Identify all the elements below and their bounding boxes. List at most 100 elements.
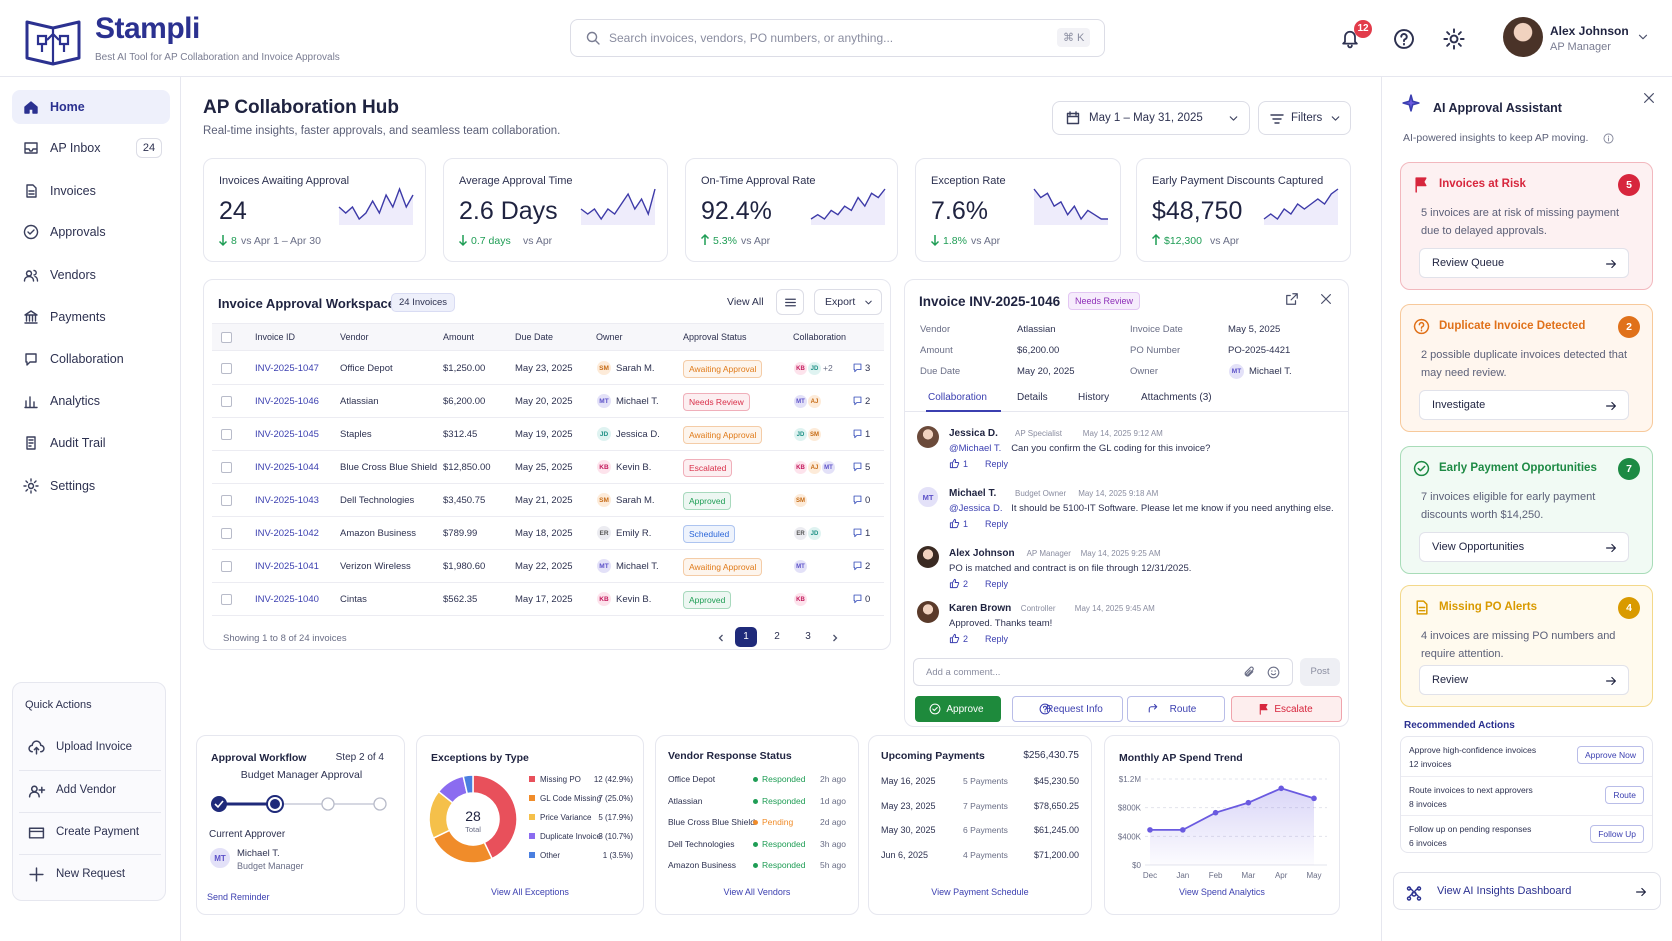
comment-input[interactable]: Add a comment... [913,658,1293,686]
checkbox[interactable] [221,332,232,343]
action-button[interactable]: Escalate [1231,696,1342,722]
export-button[interactable]: Export [814,289,882,315]
filters-button[interactable]: Filters [1258,101,1351,135]
page-button[interactable]: 1 [735,627,757,647]
invoice-id[interactable]: INV-2025-1040 [255,594,319,605]
table-row[interactable]: INV-2025-1043 Dell Technologies $3,450.75 M… [212,484,884,517]
reply-link[interactable]: Reply [985,459,1009,469]
nav-item[interactable]: Collaboration [12,342,170,376]
nav-item[interactable]: Invoices [12,174,170,208]
like-button[interactable]: 1 [949,458,977,471]
checkbox[interactable] [221,561,232,572]
like-count: 2 [963,579,969,589]
invoice-id[interactable]: INV-2025-1042 [255,528,319,539]
icon [24,101,38,114]
help-button[interactable] [1392,27,1416,51]
quick-action[interactable]: Upload Invoice [19,728,161,766]
amount: $3,450.75 [443,495,486,506]
recommended-button[interactable]: Approve Now [1576,746,1644,764]
invoice-id[interactable]: INV-2025-1041 [255,561,319,572]
view-all-link[interactable]: View All [727,296,764,308]
quick-action[interactable]: Add Vendor [19,770,161,808]
invoice-id[interactable]: INV-2025-1044 [255,462,319,473]
line [1150,787,1315,831]
close-detail[interactable] [1319,292,1335,308]
action-button[interactable]: Approve [915,696,1001,722]
recommended-button[interactable]: Route [1605,786,1644,804]
action-button[interactable]: Request Info [1012,696,1123,722]
table-row[interactable]: INV-2025-1045 Staples $312.45 May 19, 2025 J… [212,418,884,451]
nav-label: Approvals [50,225,106,239]
page-button[interactable]: 3 [805,631,811,642]
checkbox[interactable] [221,363,232,374]
checkbox[interactable] [221,396,232,407]
table-row[interactable]: INV-2025-1040 Cintas $562.35 May 17, 2025 KB… [212,583,884,616]
legend-label: Other [540,851,560,860]
nav-item[interactable]: Home [12,90,170,124]
table-row[interactable]: INV-2025-1047 Office Depot $1,250.00 May 23… [212,352,884,385]
tab[interactable]: Details [1017,392,1048,403]
nav-item[interactable]: Vendors [12,258,170,292]
invoice-id[interactable]: INV-2025-1047 [255,363,319,374]
action-button[interactable]: Route [1127,696,1225,722]
open-external[interactable] [1285,292,1301,308]
quick-action[interactable]: Create Payment [19,812,161,850]
post-button[interactable]: Post [1300,658,1340,686]
list-view-button[interactable] [776,289,804,315]
like-count: 1 [963,519,969,529]
insight-button[interactable]: Review [1419,665,1629,695]
send-reminder[interactable]: Send Reminder [207,892,270,902]
card-link[interactable]: View Spend Analytics [1179,887,1265,897]
invoice-id[interactable]: INV-2025-1046 [255,396,319,407]
user-menu[interactable]: Alex Johnson AP Manager [1500,16,1660,60]
recommended-count: 8 invoices [1409,799,1447,809]
table-row[interactable]: INV-2025-1044 Blue Cross Blue Shield $12,8… [212,451,884,484]
payment-amount: $71,200.00 [1033,849,1079,860]
nav-item[interactable]: Analytics [12,384,170,418]
reply-link[interactable]: Reply [985,634,1009,644]
nav-item[interactable]: AP Inbox 24 [12,131,170,165]
tab[interactable]: Collaboration [926,392,1001,412]
tab[interactable]: Attachments (3) [1141,392,1212,403]
checkbox[interactable] [221,462,232,473]
nav-item[interactable]: Audit Trail [12,426,170,460]
quick-action[interactable]: New Request [19,854,161,892]
date-range-button[interactable]: May 1 – May 31, 2025 [1052,101,1250,135]
invoice-id[interactable]: INV-2025-1043 [255,495,319,506]
insight-button[interactable]: View Opportunities [1419,532,1629,562]
settings-button[interactable] [1442,27,1466,51]
recommended-button[interactable]: Follow Up [1590,825,1644,843]
like-button[interactable]: 2 [949,578,977,591]
card-link[interactable]: View All Vendors [723,887,791,897]
insight-button[interactable]: Review Queue [1419,248,1629,278]
invoice-id[interactable]: INV-2025-1045 [255,429,319,440]
like-button[interactable]: 2 [949,633,977,646]
table-row[interactable]: INV-2025-1042 Amazon Business $789.99 May 1… [212,517,884,550]
table-row[interactable]: INV-2025-1041 Verizon Wireless $1,980.60 Ma… [212,550,884,583]
notifications-button[interactable] [1338,26,1364,52]
reply-link[interactable]: Reply [985,579,1009,589]
tab[interactable]: History [1078,392,1110,403]
avatar-photo [917,426,939,448]
card-title: Monthly AP Spend Trend [1119,752,1243,764]
nav-item[interactable]: Payments [12,300,170,334]
checkbox[interactable] [221,528,232,539]
checkbox[interactable] [221,495,232,506]
like-button[interactable]: 1 [949,518,977,531]
checkbox[interactable] [221,594,232,605]
insight-button[interactable]: Investigate [1419,390,1629,420]
search-box[interactable]: Search invoices, vendors, PO numbers, or… [570,19,1105,57]
comment-mention: @Michael T. [949,443,1002,454]
card-link[interactable]: View All Exceptions [491,887,569,897]
card-link[interactable]: View Payment Schedule [931,887,1029,897]
page-button[interactable]: 2 [774,631,780,642]
reply-link[interactable]: Reply [985,519,1009,529]
table-row[interactable]: INV-2025-1046 Atlassian $6,200.00 May 20, 2… [212,385,884,418]
checkbox[interactable] [221,429,232,440]
nav-item[interactable]: Approvals [12,215,170,249]
icon-path [1413,460,1430,477]
nav-item[interactable]: Settings [12,469,170,503]
insights-dashboard-button[interactable]: View AI Insights Dashboard [1393,872,1661,910]
close-assistant[interactable] [1642,91,1658,107]
icon-path [949,458,960,469]
